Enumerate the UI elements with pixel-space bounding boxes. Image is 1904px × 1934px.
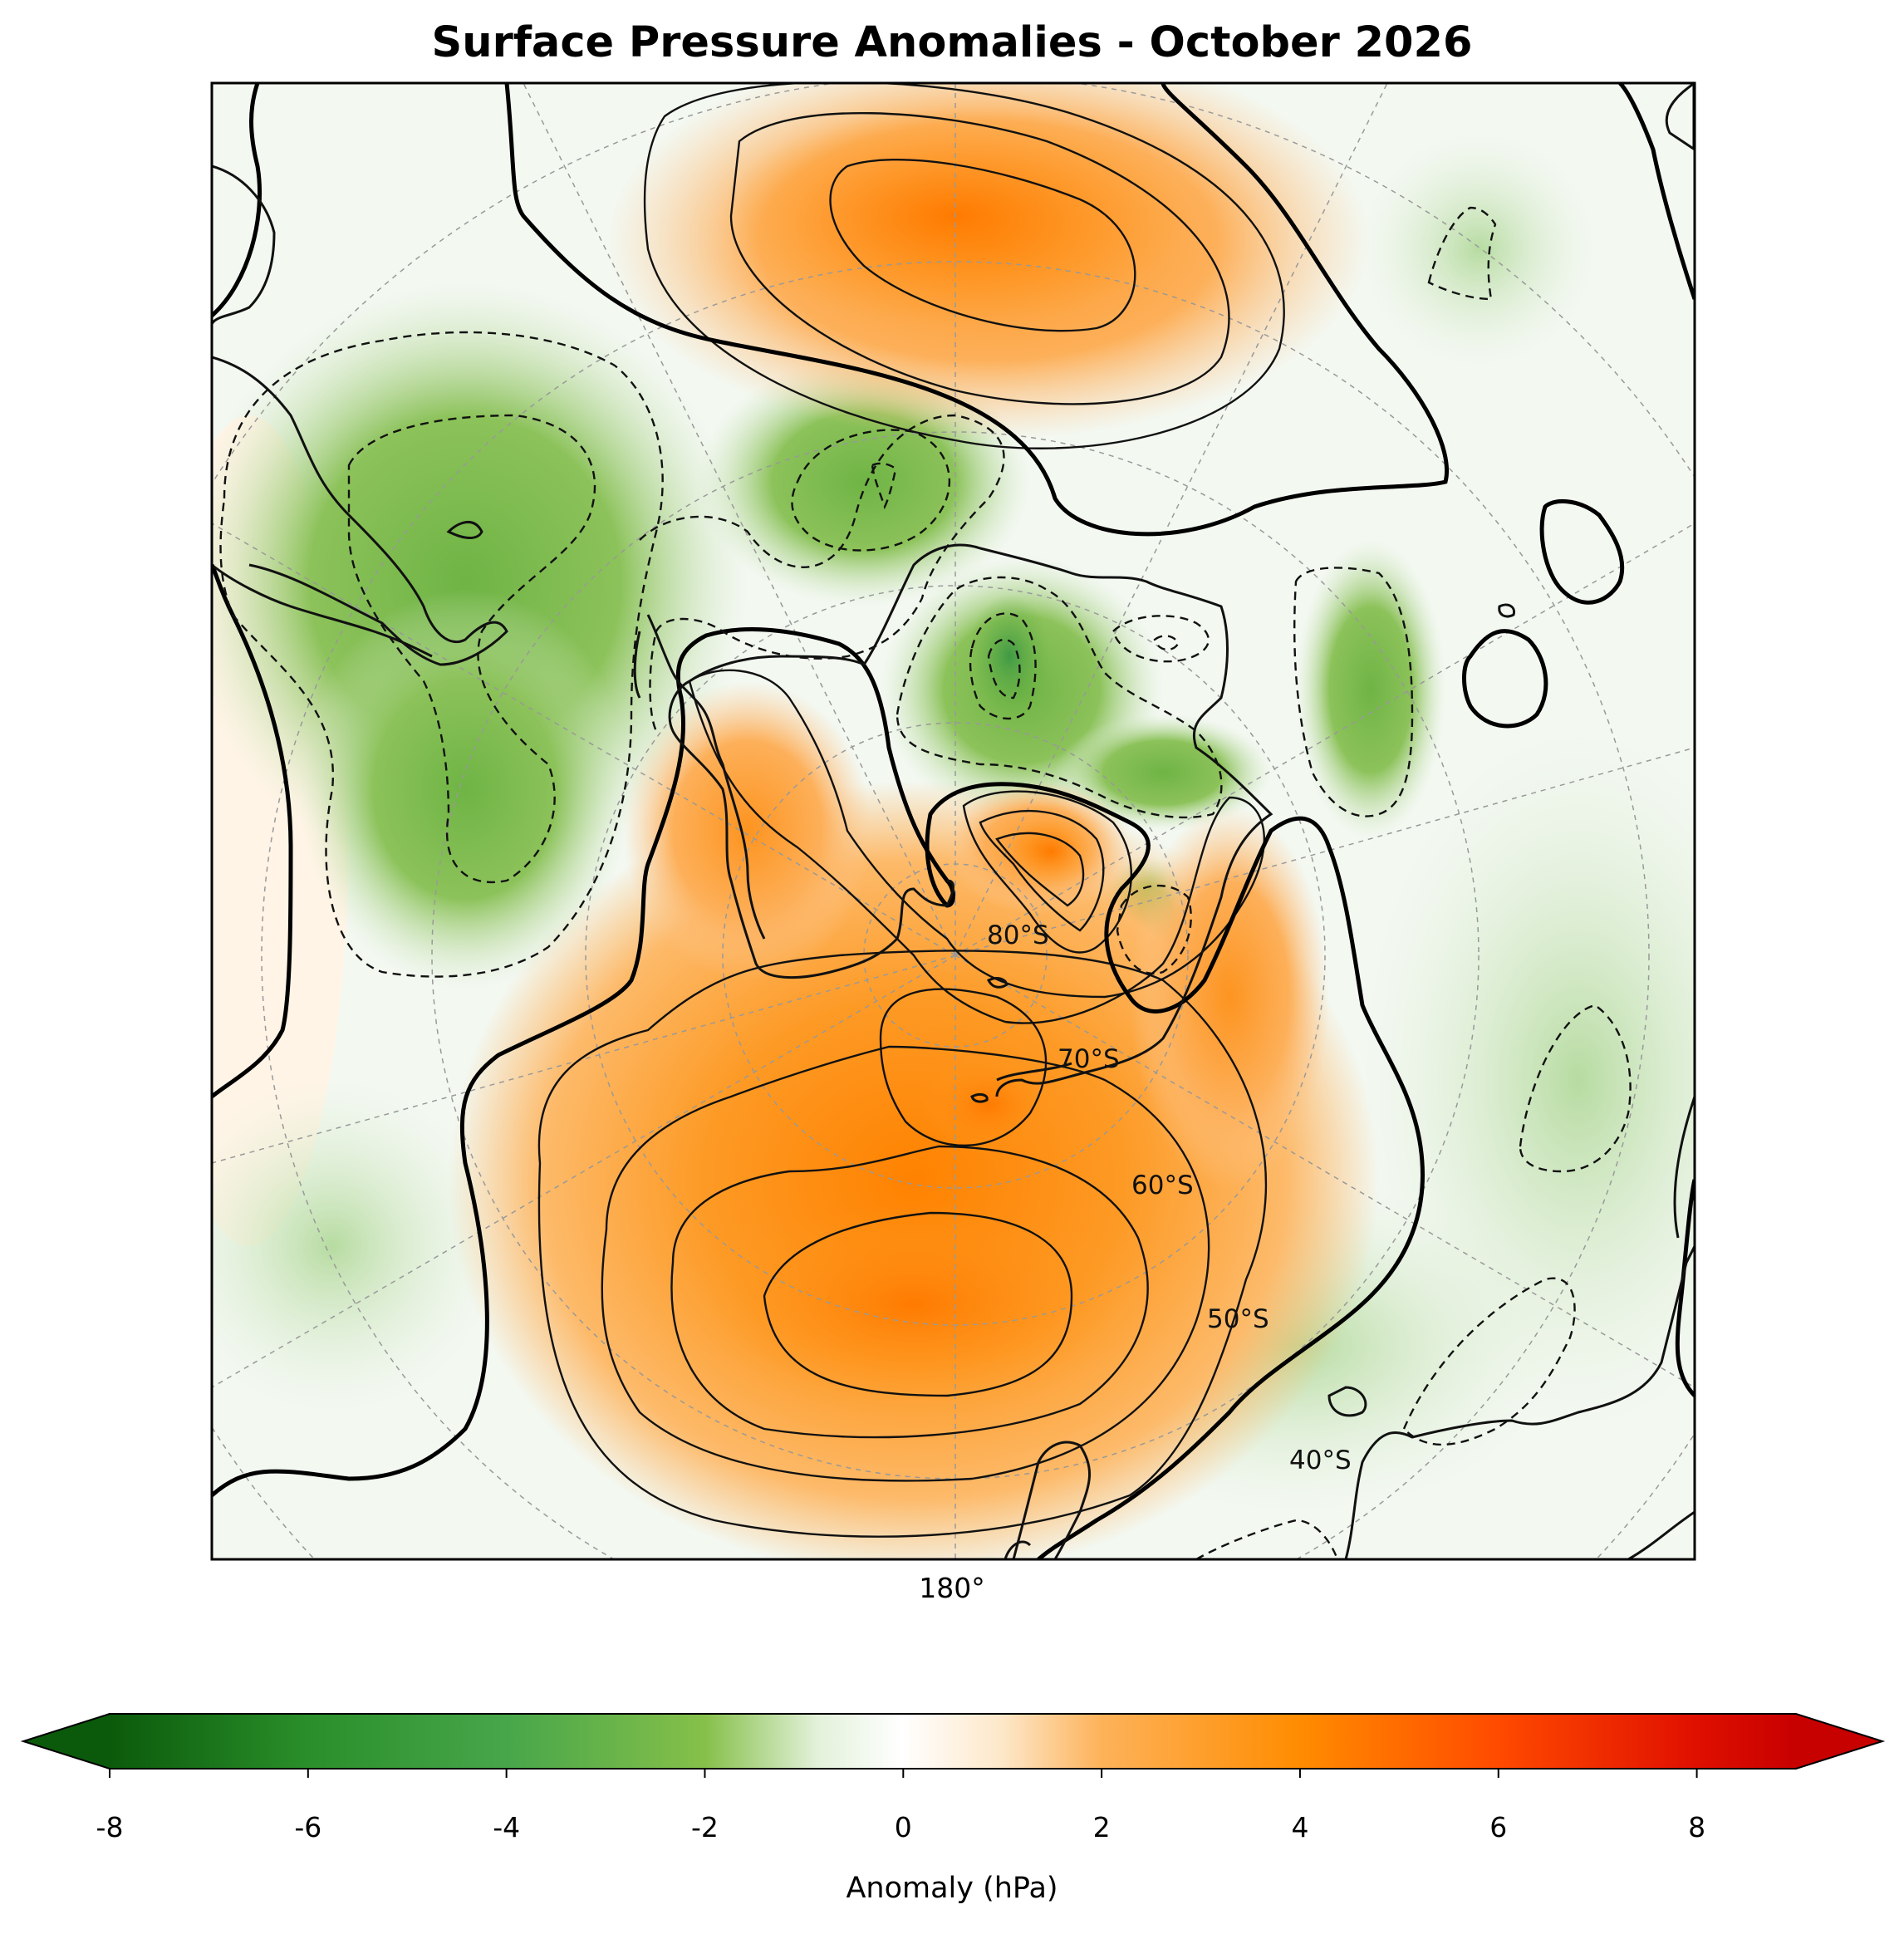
colorbar-label: Anomaly (hPa): [846, 1872, 1058, 1905]
colorbar-tick-label: 6: [1489, 1811, 1508, 1843]
colorbar-tick-label: 2: [1092, 1811, 1111, 1843]
anomaly-field: 80°S 70°S 60°S 50°S 40°S: [212, 83, 1695, 1559]
chart-title: Surface Pressure Anomalies - October 202…: [431, 18, 1473, 67]
colorbar-tick-marks: [109, 1769, 1698, 1778]
colorbar-gradient: [110, 1714, 1796, 1769]
graticule: [212, 83, 1695, 1559]
longitude-label: 180°: [919, 1572, 985, 1604]
map-frame: [210, 81, 1696, 1561]
colorbar-tick-label: -2: [691, 1811, 719, 1843]
colorbar-extend-min: [23, 1714, 110, 1769]
coastlines: [212, 83, 1695, 1559]
colorbar-extend-max: [1796, 1714, 1882, 1769]
colorbar-tick-label: -4: [493, 1811, 521, 1843]
lat-label-50: 50°S: [1207, 1304, 1269, 1334]
negative-contours: [219, 206, 1632, 1559]
colorbar-tick-label: -6: [294, 1811, 322, 1843]
colorbar-outline: [20, 1713, 1886, 1770]
lat-label-60: 60°S: [1131, 1171, 1194, 1200]
colorbar-tick-label: 4: [1291, 1811, 1309, 1843]
colorbar-tick-label: -8: [96, 1811, 124, 1843]
colorbar: [20, 1713, 1886, 1778]
zero-contours: [212, 83, 1695, 1559]
positive-contours: [537, 83, 1285, 1538]
lat-label-80: 80°S: [987, 920, 1049, 950]
colorbar-tick-label: 8: [1688, 1811, 1706, 1843]
negative-anomaly-atlantic: [1296, 540, 1445, 839]
lat-label-70: 70°S: [1058, 1044, 1120, 1074]
colorbar-tick-label: 0: [894, 1811, 912, 1843]
lat-label-40: 40°S: [1289, 1446, 1352, 1475]
